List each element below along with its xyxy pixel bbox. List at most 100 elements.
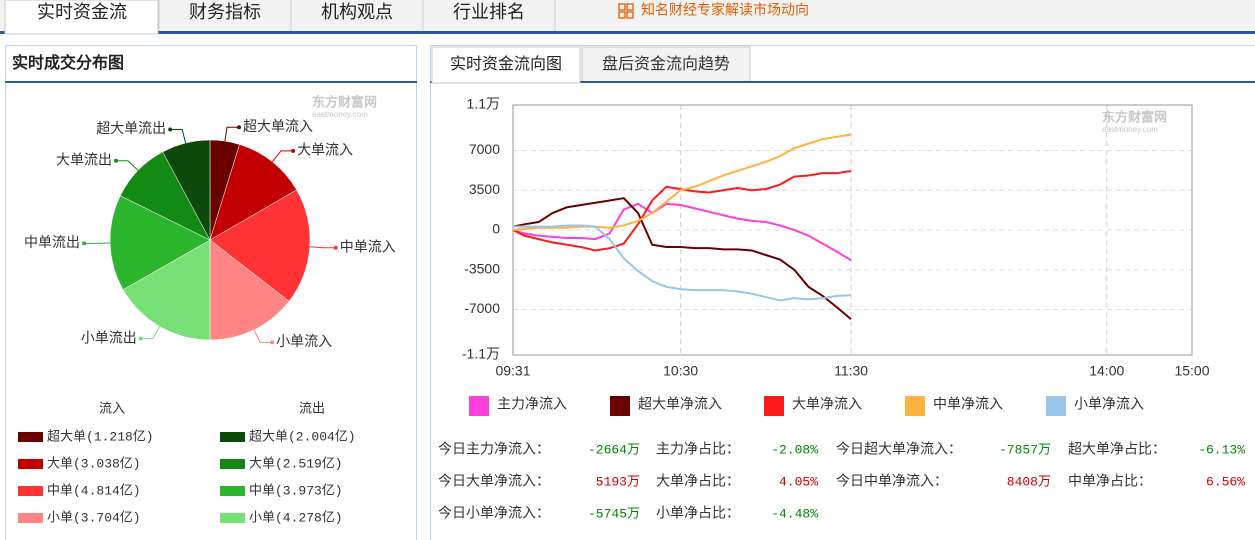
stat-value: 6.56% — [1206, 474, 1245, 489]
y-tick-label: 1.1万 — [467, 96, 500, 112]
stat-value: -2664万 — [588, 442, 640, 457]
legend-label: 小单净流入 — [1074, 396, 1144, 412]
legend-swatch — [18, 486, 43, 496]
legend-label: 中单(3.973亿) — [249, 483, 343, 498]
pie-slice — [209, 144, 297, 241]
leader-dot — [237, 125, 242, 130]
active-tab[interactable] — [431, 46, 581, 84]
leader-line — [224, 126, 240, 142]
stat-label: 中单净占比： — [1068, 473, 1152, 489]
x-tick-label: 11:30 — [834, 363, 868, 379]
legend-label: 超大单(1.218亿) — [47, 429, 154, 444]
tab-label[interactable]: 盘后资金流向趋势 — [602, 54, 730, 73]
legend-swatch — [610, 396, 630, 416]
legend-swatch — [220, 432, 245, 442]
legend-swatch — [18, 432, 43, 442]
legend-label: 超大单净流入 — [638, 396, 722, 412]
stat-label: 今日超大单净流入： — [836, 441, 962, 457]
tab-label[interactable]: 实时资金流 — [37, 2, 127, 22]
legend-label: 大单(2.519亿) — [249, 456, 343, 471]
legend-label: 超大单(2.004亿) — [249, 429, 356, 444]
tab-label[interactable]: 财务指标 — [189, 2, 261, 22]
link-icon — [618, 3, 634, 19]
legend-label: 小单(4.278亿) — [249, 510, 343, 525]
stat-value: -5745万 — [588, 506, 640, 521]
leader-dot — [291, 148, 296, 153]
legend-header: 流入 — [99, 400, 125, 415]
legend-swatch — [469, 396, 489, 416]
leader-dot — [270, 340, 275, 345]
stat-label: 大单净占比： — [656, 473, 740, 489]
stat-label: 超大单净占比： — [1068, 441, 1166, 457]
pie-slice — [122, 239, 211, 341]
x-tick-label: 10:30 — [663, 363, 698, 379]
leader-dot — [82, 241, 87, 246]
x-tick-label: 14:00 — [1089, 363, 1124, 379]
series-line — [512, 197, 852, 321]
legend-label: 小单(3.704亿) — [47, 510, 141, 525]
stat-label: 主力净占比： — [656, 441, 740, 457]
leader-dot — [168, 127, 173, 132]
y-tick-label: 7000 — [469, 141, 500, 157]
legend-swatch — [220, 513, 245, 523]
stat-label: 今日小单净流入： — [438, 505, 550, 521]
x-tick-label: 15:00 — [1174, 363, 1209, 379]
pie-label: 大单流入 — [297, 142, 353, 158]
legend-swatch — [220, 486, 245, 496]
pie-label: 大单流出 — [56, 151, 112, 167]
series-line — [513, 224, 852, 302]
leader-line — [170, 128, 187, 144]
stat-label: 今日大单净流入： — [438, 473, 550, 489]
stat-value: -7857万 — [999, 442, 1051, 457]
link[interactable]: 知名财经专家解读市场动向 — [641, 2, 809, 18]
right-panel — [430, 45, 1255, 540]
legend-label: 主力净流入 — [497, 396, 567, 412]
legend-label: 中单净流入 — [933, 396, 1003, 412]
series-line — [512, 133, 852, 231]
tab-label[interactable]: 实时资金流向图 — [450, 55, 562, 73]
y-tick-label: -1.1万 — [462, 346, 500, 362]
legend-label: 大单(3.038亿) — [47, 456, 141, 471]
y-tick-label: 3500 — [469, 181, 500, 197]
legend-swatch — [220, 459, 245, 469]
panel-title: 实时成交分布图 — [12, 53, 124, 72]
series-line — [512, 170, 852, 252]
stat-value: 5193万 — [596, 474, 640, 489]
leader-dot — [114, 158, 119, 163]
leader-line — [271, 150, 294, 163]
tab-bar-line — [0, 31, 1255, 34]
legend-swatch — [1046, 396, 1066, 416]
legend-label: 大单净流入 — [792, 396, 862, 412]
series-line — [512, 202, 852, 262]
watermark: 东方财富网 — [1102, 109, 1167, 124]
left-panel — [5, 45, 417, 540]
legend-swatch — [905, 396, 925, 416]
legend-swatch — [18, 459, 43, 469]
y-tick-label: 0 — [492, 221, 500, 237]
tab-label[interactable]: 行业排名 — [453, 2, 525, 22]
pie-label: 中单流入 — [340, 238, 396, 254]
x-tick-label: 09:31 — [495, 363, 530, 379]
stat-label: 今日中单净流入： — [836, 473, 948, 489]
stat-label: 今日主力净流入： — [438, 441, 550, 457]
tab-label[interactable]: 机构观点 — [321, 2, 393, 22]
y-tick-label: -3500 — [464, 260, 500, 276]
panel-title-line — [5, 81, 417, 83]
y-tick-label: -7000 — [464, 300, 500, 316]
tab[interactable] — [581, 46, 751, 83]
legend-swatch — [18, 513, 43, 523]
stat-value: 8408万 — [1007, 474, 1051, 489]
pie-label: 小单流出 — [81, 329, 137, 345]
watermark: eastmoney.com — [312, 110, 368, 119]
pie-label: 超大单流入 — [243, 118, 313, 134]
watermark: 东方财富网 — [312, 94, 377, 109]
pie-label: 小单流入 — [276, 333, 332, 349]
leader-line — [140, 326, 161, 340]
legend-label: 中单(4.814亿) — [47, 483, 141, 498]
leader-dot — [138, 336, 143, 341]
pie-slice — [209, 189, 311, 302]
stat-value: -4.48% — [771, 506, 818, 521]
watermark: eastmoney.com — [1102, 125, 1158, 134]
active-tab[interactable] — [4, 0, 159, 35]
